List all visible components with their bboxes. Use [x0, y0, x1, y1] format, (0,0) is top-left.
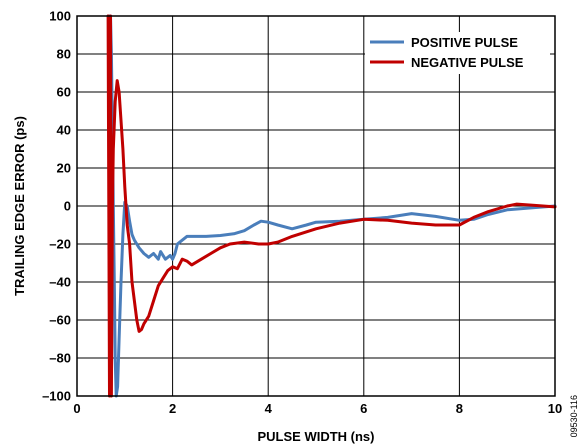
- x-tick-label: 2: [169, 401, 176, 416]
- y-tick-label: –100: [42, 389, 71, 404]
- y-tick-label: –40: [49, 275, 71, 290]
- series-line-negative-pulse: [106, 14, 557, 398]
- y-tick-label: 100: [49, 9, 71, 24]
- y-tick-label: 40: [57, 123, 71, 138]
- x-tick-label: 4: [265, 401, 273, 416]
- x-tick-label: 10: [548, 401, 562, 416]
- legend-label-positive-pulse: POSITIVE PULSE: [411, 35, 518, 50]
- y-tick-label: 20: [57, 161, 71, 176]
- y-tick-labels: 100 80 60 40 20 0 –20 –40 –60 –80 –100: [42, 9, 71, 404]
- y-axis-title: TRAILING EDGE ERROR (ps): [12, 116, 27, 296]
- figure-id: 09530-116: [569, 395, 579, 437]
- y-tick-label: 0: [64, 199, 71, 214]
- y-tick-label: –60: [49, 313, 71, 328]
- x-axis-title: PULSE WIDTH (ns): [258, 429, 375, 444]
- y-tick-label: –80: [49, 351, 71, 366]
- y-tick-label: –20: [49, 237, 71, 252]
- legend-background: [365, 32, 550, 74]
- plot-border: [76, 15, 556, 397]
- y-tick-label: 60: [57, 85, 71, 100]
- grid: [77, 16, 555, 396]
- legend: POSITIVE PULSE NEGATIVE PULSE: [365, 32, 550, 74]
- legend-label-negative-pulse: NEGATIVE PULSE: [411, 55, 524, 70]
- x-tick-label: 6: [360, 401, 367, 416]
- y-tick-label: 80: [57, 47, 71, 62]
- series-lines: [106, 14, 557, 398]
- x-tick-label: 0: [73, 401, 80, 416]
- x-tick-labels: 0 2 4 6 8 10: [73, 401, 562, 416]
- x-tick-label: 8: [456, 401, 463, 416]
